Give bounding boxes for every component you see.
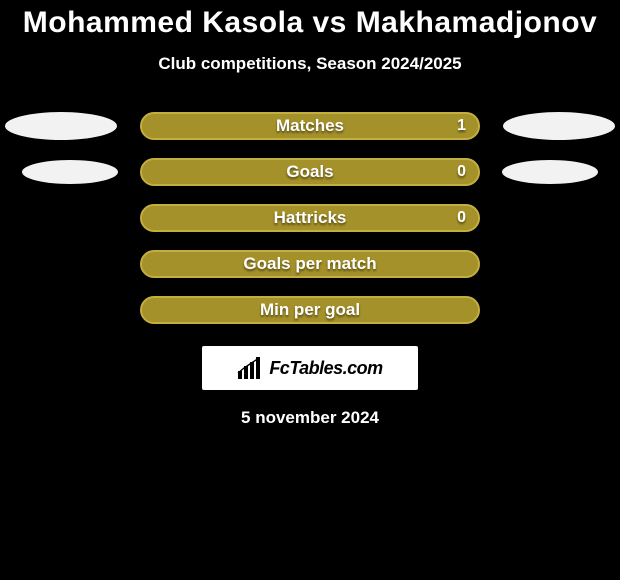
stat-bar: Hattricks0 [140,204,480,232]
stat-label: Hattricks [142,206,478,230]
footer-date: 5 november 2024 [241,408,379,428]
stat-bar: Goals per match [140,250,480,278]
stat-value: 0 [457,206,466,230]
page-subtitle: Club competitions, Season 2024/2025 [158,54,461,74]
page-root: Mohammed Kasola vs Makhamadjonov Club co… [0,0,620,580]
left-ellipse [5,112,117,140]
left-ellipse [22,160,118,184]
stat-bar: Goals0 [140,158,480,186]
stat-bar: Min per goal [140,296,480,324]
logo-text: FcTables.com [269,358,382,379]
logo-bars-icon [237,357,263,379]
right-ellipse [502,160,598,184]
stat-row: Goals0 [0,158,620,186]
stat-row: Goals per match [0,250,620,278]
stat-row: Min per goal [0,296,620,324]
stat-row: Hattricks0 [0,204,620,232]
stat-label: Min per goal [142,298,478,322]
logo-box: FcTables.com [202,346,418,390]
right-ellipse [503,112,615,140]
stat-label: Goals per match [142,252,478,276]
stat-rows: Matches1Goals0Hattricks0Goals per matchM… [0,112,620,324]
stat-bar: Matches1 [140,112,480,140]
stat-value: 0 [457,160,466,184]
stat-label: Matches [142,114,478,138]
page-title: Mohammed Kasola vs Makhamadjonov [23,6,598,40]
stat-label: Goals [142,160,478,184]
stat-row: Matches1 [0,112,620,140]
stat-value: 1 [457,114,466,138]
